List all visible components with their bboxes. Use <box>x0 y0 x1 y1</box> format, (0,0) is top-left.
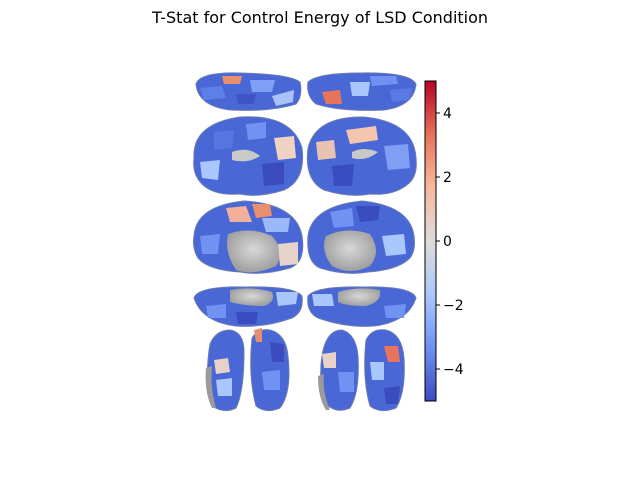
colorbar-gradient <box>424 80 437 402</box>
ventral-view <box>193 286 417 327</box>
colorbar-tick-label: −2 <box>443 298 464 314</box>
anterior-posterior-view <box>205 328 405 412</box>
lateral-view <box>193 116 417 196</box>
dorsal-view <box>195 72 417 111</box>
colorbar-ticks: 4 2 0 −2 −4 <box>436 106 464 378</box>
figure-title: T-Stat for Control Energy of LSD Conditi… <box>151 8 489 27</box>
colorbar-tick-label: 4 <box>443 106 452 122</box>
right-pair-hemisphere-a <box>320 329 359 411</box>
medial-view <box>193 200 415 274</box>
colorbar-tick-label: −4 <box>443 362 464 378</box>
colorbar-tick-label: 2 <box>443 170 452 186</box>
colorbar: 4 2 0 −2 −4 <box>424 80 464 402</box>
colorbar-tick-label: 0 <box>443 234 452 250</box>
